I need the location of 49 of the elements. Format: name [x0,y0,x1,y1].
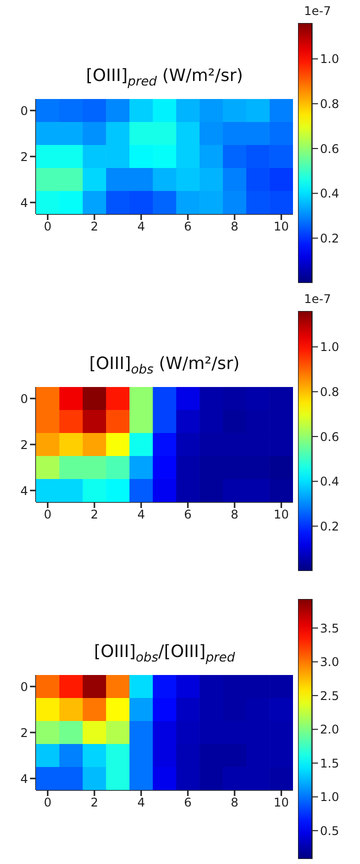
y-tick-label: 2 [20,150,28,164]
x-tick-label: 8 [230,508,238,522]
y-tick-label: 2 [20,438,28,452]
x-tick-label: 2 [90,220,98,234]
x-tick-label: 10 [274,508,289,522]
color-bar-label: 0.8 [320,96,340,111]
chart-title: [OIII]$_{obs}$ (W/m²/sr) [88,354,241,378]
color-bar-label: 2.0 [320,722,340,737]
x-tick-label: 2 [90,796,98,810]
color-bar-label: 0.2 [320,519,340,534]
color-bar-label: 1.0 [320,790,340,804]
x-tick-label: 4 [137,220,145,234]
color-bar-label: 3.5 [320,621,340,636]
x-tick-label: 8 [230,220,238,234]
color-bar-label: 1.0 [320,52,340,66]
color-bar-label: 3.0 [320,655,340,670]
x-tick-label: 8 [230,796,238,810]
color-bar-label: 0.6 [320,430,340,444]
color-bar-label: 0.6 [320,142,340,156]
x-tick-label: 10 [274,220,289,234]
x-tick-label: 0 [44,508,52,522]
y-tick-label: 0 [20,392,28,406]
y-tick-label: 4 [20,772,28,786]
color-bar-label: 0.4 [320,186,340,201]
y-tick-label: 0 [20,680,28,694]
text: 1e-7 [304,4,331,18]
y-tick-label: 4 [20,484,28,498]
chart-title: [OIII]$_{obs}$/[OIII]$_{pred}$ [93,642,236,666]
x-tick-label: 10 [274,796,289,810]
text: 1e-7 [304,292,331,306]
color-bar-label: 0.8 [320,384,340,399]
color-bar-label: 0.2 [320,231,340,246]
color-bar-label: 2.5 [320,688,340,703]
y-tick-label: 4 [20,196,28,210]
x-tick-label: 6 [184,796,192,810]
x-tick-label: 2 [90,508,98,522]
x-tick-label: 0 [44,796,52,810]
x-tick-label: 4 [137,796,145,810]
x-tick-label: 6 [184,220,192,234]
color-bar-label: 0.4 [320,474,340,489]
y-tick-label: 2 [20,726,28,740]
x-tick-label: 4 [137,508,145,522]
x-tick-label: 0 [44,220,52,234]
color-bar-label: 0.5 [320,824,340,838]
y-tick-label: 0 [20,104,28,118]
x-tick-label: 6 [184,508,192,522]
chart-title: [OIII]$_{pred}$ (W/m²/sr) [84,66,244,90]
color-bar-label: 1.0 [320,340,340,354]
color-bar-label: 1.5 [320,756,340,770]
